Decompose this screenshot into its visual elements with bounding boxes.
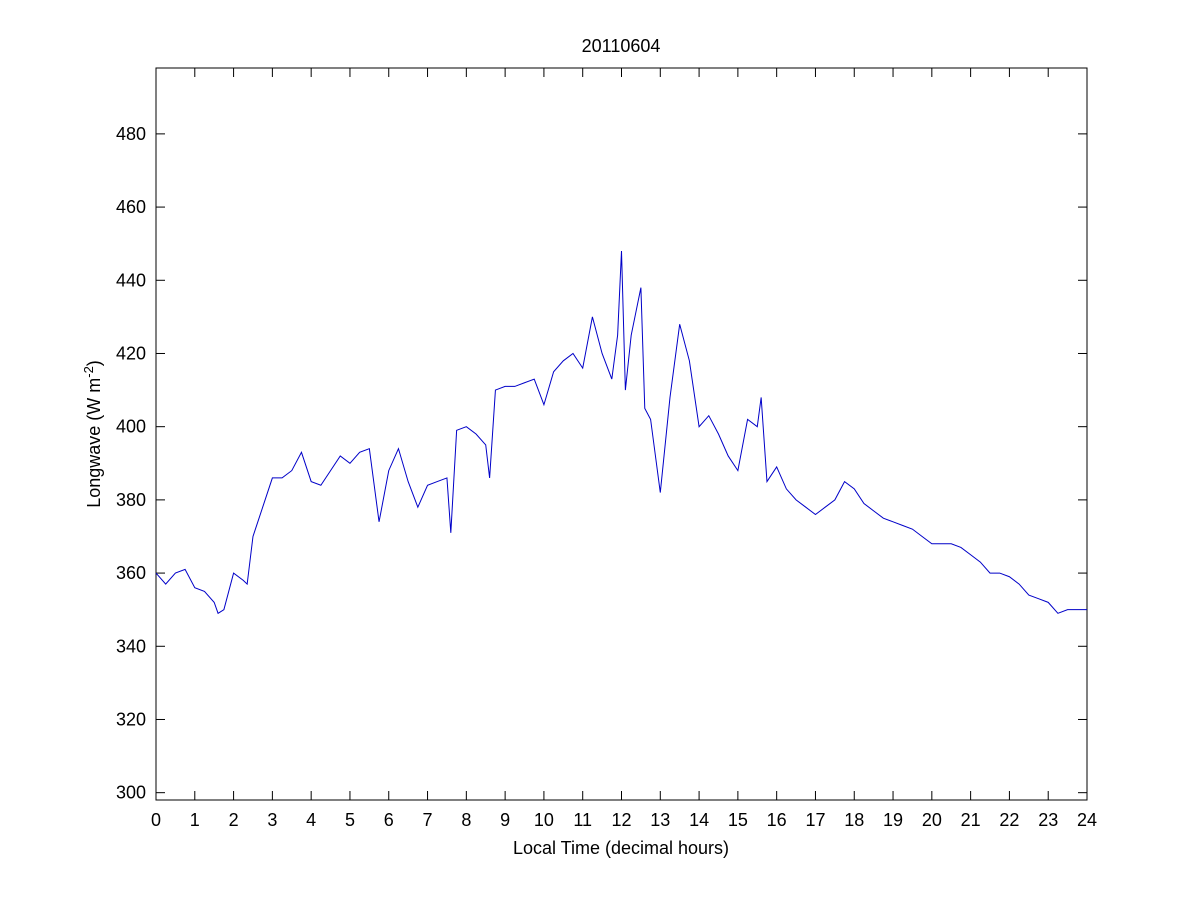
data-line [155, 250, 1087, 615]
y-tick-label: 380 [116, 490, 146, 510]
y-tick-label: 340 [116, 636, 146, 656]
y-label-text: Longwave (W m [84, 378, 104, 508]
y-tick-label: 400 [116, 417, 146, 437]
x-tick-label: 7 [423, 810, 433, 830]
x-tick-label: 9 [500, 810, 510, 830]
x-tick-label: 23 [1038, 810, 1058, 830]
x-tick-label: 2 [229, 810, 239, 830]
x-tick-label: 17 [805, 810, 825, 830]
x-tick-label: 8 [461, 810, 471, 830]
x-tick-label: 11 [573, 810, 592, 830]
x-tick-label: 3 [267, 810, 277, 830]
y-tick-label: 360 [116, 563, 146, 583]
x-tick-label: 6 [384, 810, 394, 830]
x-tick-label: 18 [844, 810, 864, 830]
x-tick-label: 20 [922, 810, 942, 830]
x-tick-label: 24 [1077, 810, 1097, 830]
x-tick-label: 4 [306, 810, 316, 830]
y-tick-label: 440 [116, 270, 146, 290]
y-tick-label: 320 [116, 709, 146, 729]
chart-title: 20110604 [582, 36, 661, 56]
x-tick-label: 12 [611, 810, 631, 830]
y-tick-label: 300 [116, 783, 146, 803]
y-label-superscript: -2 [81, 366, 96, 378]
x-tick-label: 21 [961, 810, 981, 830]
x-tick-label: 0 [151, 810, 161, 830]
x-tick-label: 13 [650, 810, 670, 830]
x-tick-label: 10 [534, 810, 554, 830]
y-tick-label: 460 [116, 197, 146, 217]
x-tick-label: 19 [883, 810, 903, 830]
x-tick-label: 14 [689, 810, 709, 830]
x-tick-label: 5 [345, 810, 355, 830]
x-tick-label: 15 [728, 810, 748, 830]
x-axis-label: Local Time (decimal hours) [513, 838, 729, 858]
x-tick-label: 16 [767, 810, 787, 830]
x-tick-label: 1 [190, 810, 200, 830]
x-tick-label: 22 [999, 810, 1019, 830]
y-tick-label: 480 [116, 124, 146, 144]
y-tick-label: 420 [116, 343, 146, 363]
y-label-suffix: ) [84, 360, 104, 366]
y-axis-label: Longwave (W m-2) [81, 360, 104, 508]
